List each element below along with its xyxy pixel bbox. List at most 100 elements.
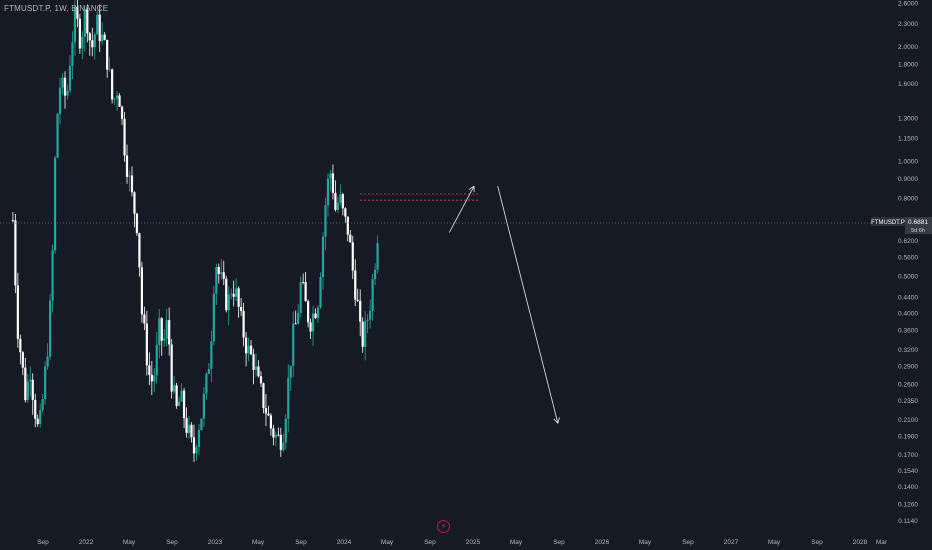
- candle-body: [14, 220, 17, 286]
- x-tick-label: 2027: [724, 539, 739, 546]
- projection-down-arrow-head: [553, 418, 559, 424]
- y-tick-label: 1.6000: [898, 81, 918, 88]
- x-tick-label: Sep: [166, 539, 178, 546]
- x-tick-label: 2026: [595, 539, 610, 546]
- candle-body: [249, 345, 253, 355]
- time-axis[interactable]: Sep 2022 May Sep 2023 May Sep 2024 May Sep 2025 May…: [37, 539, 888, 546]
- x-tick-label: May: [510, 539, 523, 546]
- candle-body: [39, 410, 42, 425]
- candle-body: [200, 418, 203, 430]
- last-price-badge: FTMUSDT.P 0.6881 5d 6h: [871, 217, 932, 235]
- candle-body: [326, 178, 330, 206]
- candle-body: [331, 173, 335, 193]
- candle-body: [344, 208, 347, 217]
- candle-body: [34, 399, 37, 419]
- y-tick-label: 2.6000: [898, 1, 918, 8]
- candle-body: [349, 234, 352, 243]
- candle-body: [140, 267, 143, 315]
- candle-body: [78, 18, 81, 49]
- candle-body: [207, 368, 210, 374]
- y-tick-label: 1.3000: [898, 115, 918, 122]
- y-tick-label: 2.0000: [898, 44, 918, 51]
- candle-body: [237, 288, 240, 307]
- candle-body: [83, 9, 86, 37]
- candle-body: [185, 418, 188, 433]
- candle-body: [329, 173, 332, 179]
- candle-body: [123, 118, 126, 156]
- x-tick-label: Sep: [553, 539, 565, 546]
- candle-body: [341, 194, 344, 209]
- candle-body: [73, 6, 77, 43]
- candle-body: [86, 9, 89, 34]
- candle-body: [63, 77, 67, 96]
- x-tick-label: 2023: [208, 539, 223, 546]
- candle-body: [334, 192, 337, 210]
- candle-body: [369, 310, 372, 320]
- candle-body: [192, 437, 196, 454]
- candle-body: [11, 220, 14, 221]
- y-tick-label: 0.1900: [898, 433, 918, 440]
- candle-body: [354, 270, 357, 300]
- x-tick-label: Sep: [811, 539, 823, 546]
- candle-body: [215, 267, 218, 294]
- candle-body: [240, 306, 243, 311]
- price-badge-value: 0.6881: [908, 219, 928, 226]
- candle-body: [36, 418, 39, 425]
- candle-body: [294, 323, 297, 325]
- candle-body: [247, 345, 250, 354]
- candle-body: [267, 413, 270, 416]
- candle-body: [373, 269, 377, 280]
- candle-body: [130, 175, 134, 193]
- x-tick-label: 2024: [337, 539, 352, 546]
- symbol-tag: [871, 217, 905, 227]
- candle-body: [128, 175, 131, 177]
- x-tick-label: Sep: [295, 539, 307, 546]
- candle-body: [316, 307, 320, 318]
- candle-body: [93, 34, 96, 48]
- y-tick-label: 0.2600: [898, 382, 918, 389]
- candle-body: [272, 428, 275, 438]
- candle-body: [170, 344, 173, 392]
- candle-body: [262, 383, 265, 409]
- candle-body: [163, 338, 166, 341]
- candle-body: [53, 157, 57, 251]
- candle-body: [244, 337, 248, 354]
- lightning-icon[interactable]: ⚡: [437, 520, 450, 533]
- candle-body: [319, 277, 322, 308]
- x-tick-label: May: [252, 539, 265, 546]
- candle-body: [108, 69, 111, 71]
- candle-body: [339, 194, 342, 203]
- y-tick-label: 0.5600: [898, 255, 918, 262]
- candle-body: [202, 393, 206, 419]
- y-tick-label: 0.3200: [898, 347, 918, 354]
- candle-body: [125, 155, 129, 177]
- x-tick-label: Mar: [876, 539, 888, 546]
- symbol-legend[interactable]: FTMUSDT.P, 1W, BINANCE: [4, 4, 109, 13]
- candle-body: [254, 366, 258, 370]
- y-tick-label: 1.1500: [898, 136, 918, 143]
- price-axis[interactable]: 2.6000 2.3000 2.0000 1.8000 1.6000 1.3000 1.15…: [898, 1, 918, 525]
- price-badge-countdown: 5d 6h: [911, 228, 925, 234]
- candle-body: [371, 279, 374, 311]
- candle-body: [321, 236, 325, 278]
- x-tick-label: 2028: [853, 539, 868, 546]
- y-tick-label: 0.1140: [898, 518, 918, 525]
- candle-body: [252, 354, 255, 370]
- candle-body: [364, 320, 367, 347]
- candle-body: [56, 114, 59, 158]
- candle-body: [143, 314, 146, 324]
- candle-body: [264, 408, 268, 414]
- candle-body: [98, 14, 101, 42]
- candle-body: [145, 323, 148, 366]
- candle-body: [150, 374, 153, 382]
- y-tick-label: 0.4000: [898, 310, 918, 317]
- candle-body: [41, 398, 44, 411]
- candle-body: [49, 300, 52, 357]
- candle-body: [205, 373, 208, 394]
- candle-body: [44, 366, 47, 399]
- candle-body: [115, 95, 119, 99]
- candle-body: [366, 319, 369, 321]
- candle-body: [138, 233, 141, 268]
- resistance-lines: [360, 193, 480, 201]
